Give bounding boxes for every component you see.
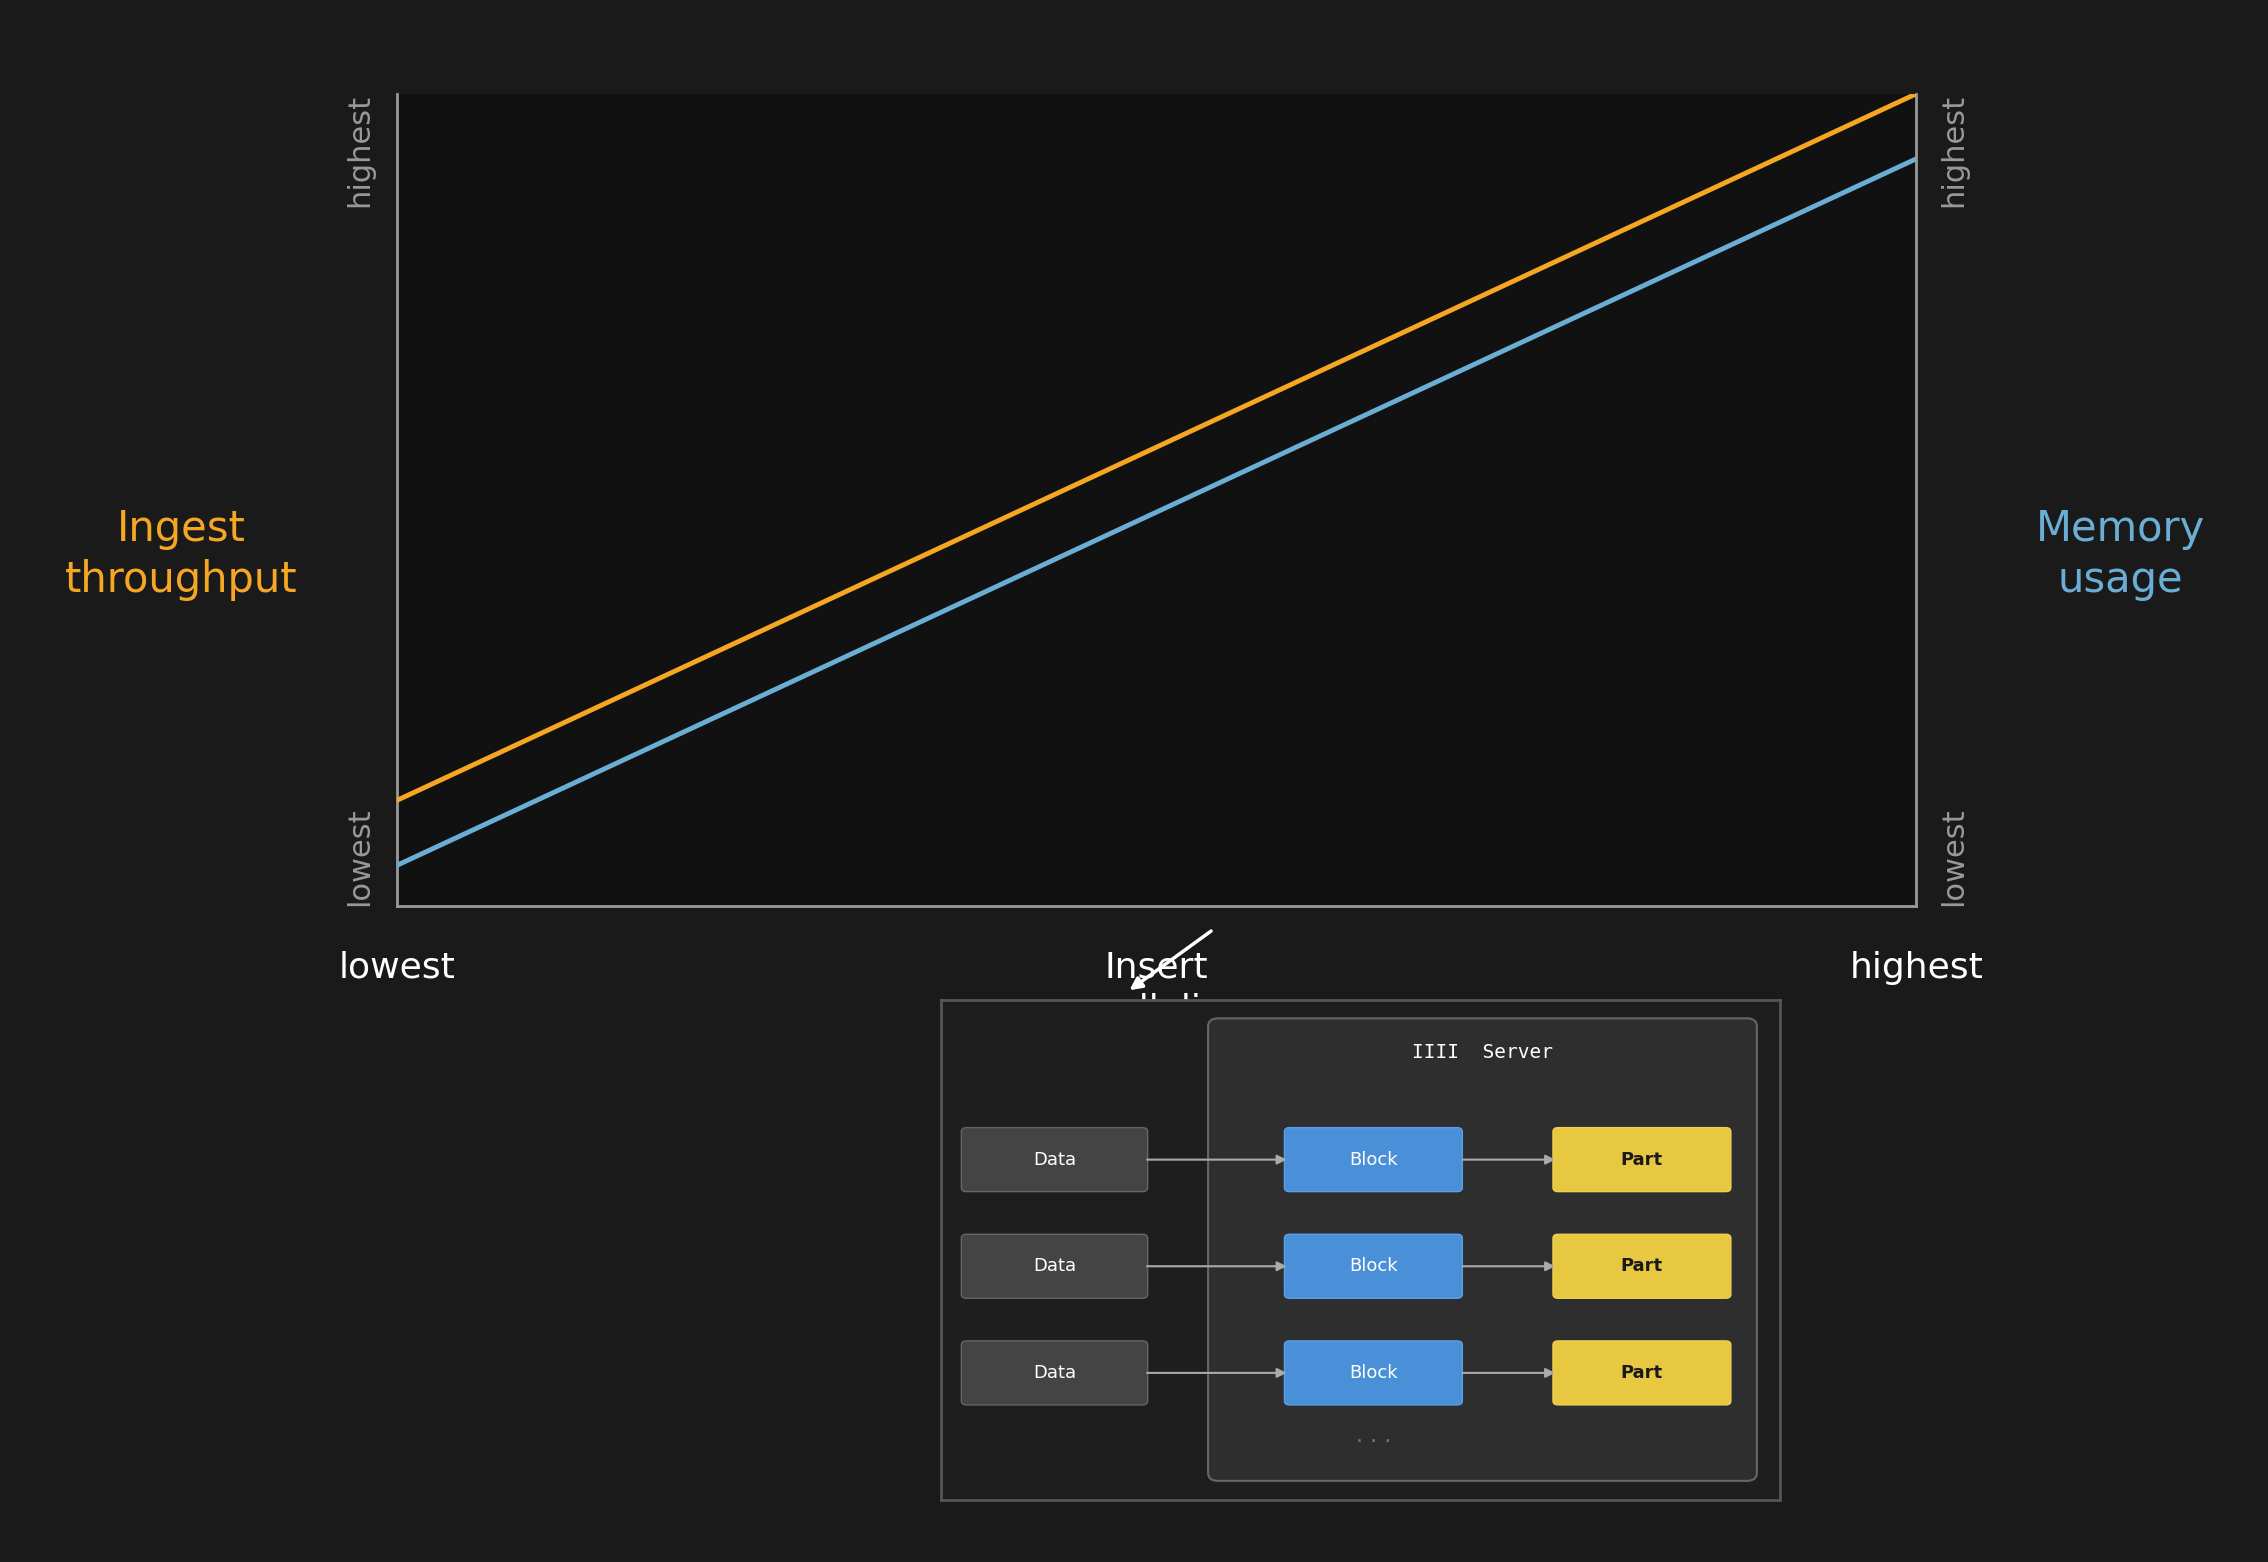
FancyBboxPatch shape (1284, 1128, 1463, 1192)
Text: . . .: . . . (1356, 1426, 1390, 1446)
Text: highest: highest (345, 94, 374, 206)
FancyBboxPatch shape (962, 1234, 1148, 1298)
Text: Part: Part (1622, 1364, 1662, 1382)
Text: lowest: lowest (338, 951, 456, 984)
FancyBboxPatch shape (1554, 1340, 1730, 1404)
FancyBboxPatch shape (1209, 1018, 1758, 1481)
Text: Data: Data (1032, 1151, 1075, 1168)
Text: Block: Block (1349, 1364, 1397, 1382)
Text: Block: Block (1349, 1151, 1397, 1168)
Text: IIII  Server: IIII Server (1413, 1043, 1554, 1062)
Text: highest: highest (1848, 951, 1984, 984)
Text: lowest: lowest (345, 808, 374, 906)
Text: Data: Data (1032, 1364, 1075, 1382)
FancyBboxPatch shape (962, 1128, 1148, 1192)
Text: Part: Part (1622, 1151, 1662, 1168)
Text: Ingest
throughput: Ingest throughput (66, 508, 297, 601)
Text: Part: Part (1622, 1257, 1662, 1275)
FancyBboxPatch shape (1554, 1128, 1730, 1192)
Text: Insert
parallelism: Insert parallelism (1057, 951, 1256, 1026)
FancyBboxPatch shape (962, 1340, 1148, 1404)
FancyBboxPatch shape (1284, 1234, 1463, 1298)
FancyBboxPatch shape (1284, 1340, 1463, 1404)
Text: Memory
usage: Memory usage (2037, 508, 2204, 601)
FancyBboxPatch shape (1554, 1234, 1730, 1298)
Text: Block: Block (1349, 1257, 1397, 1275)
Text: highest: highest (1939, 94, 1969, 206)
Text: Data: Data (1032, 1257, 1075, 1275)
Text: lowest: lowest (1939, 808, 1969, 906)
